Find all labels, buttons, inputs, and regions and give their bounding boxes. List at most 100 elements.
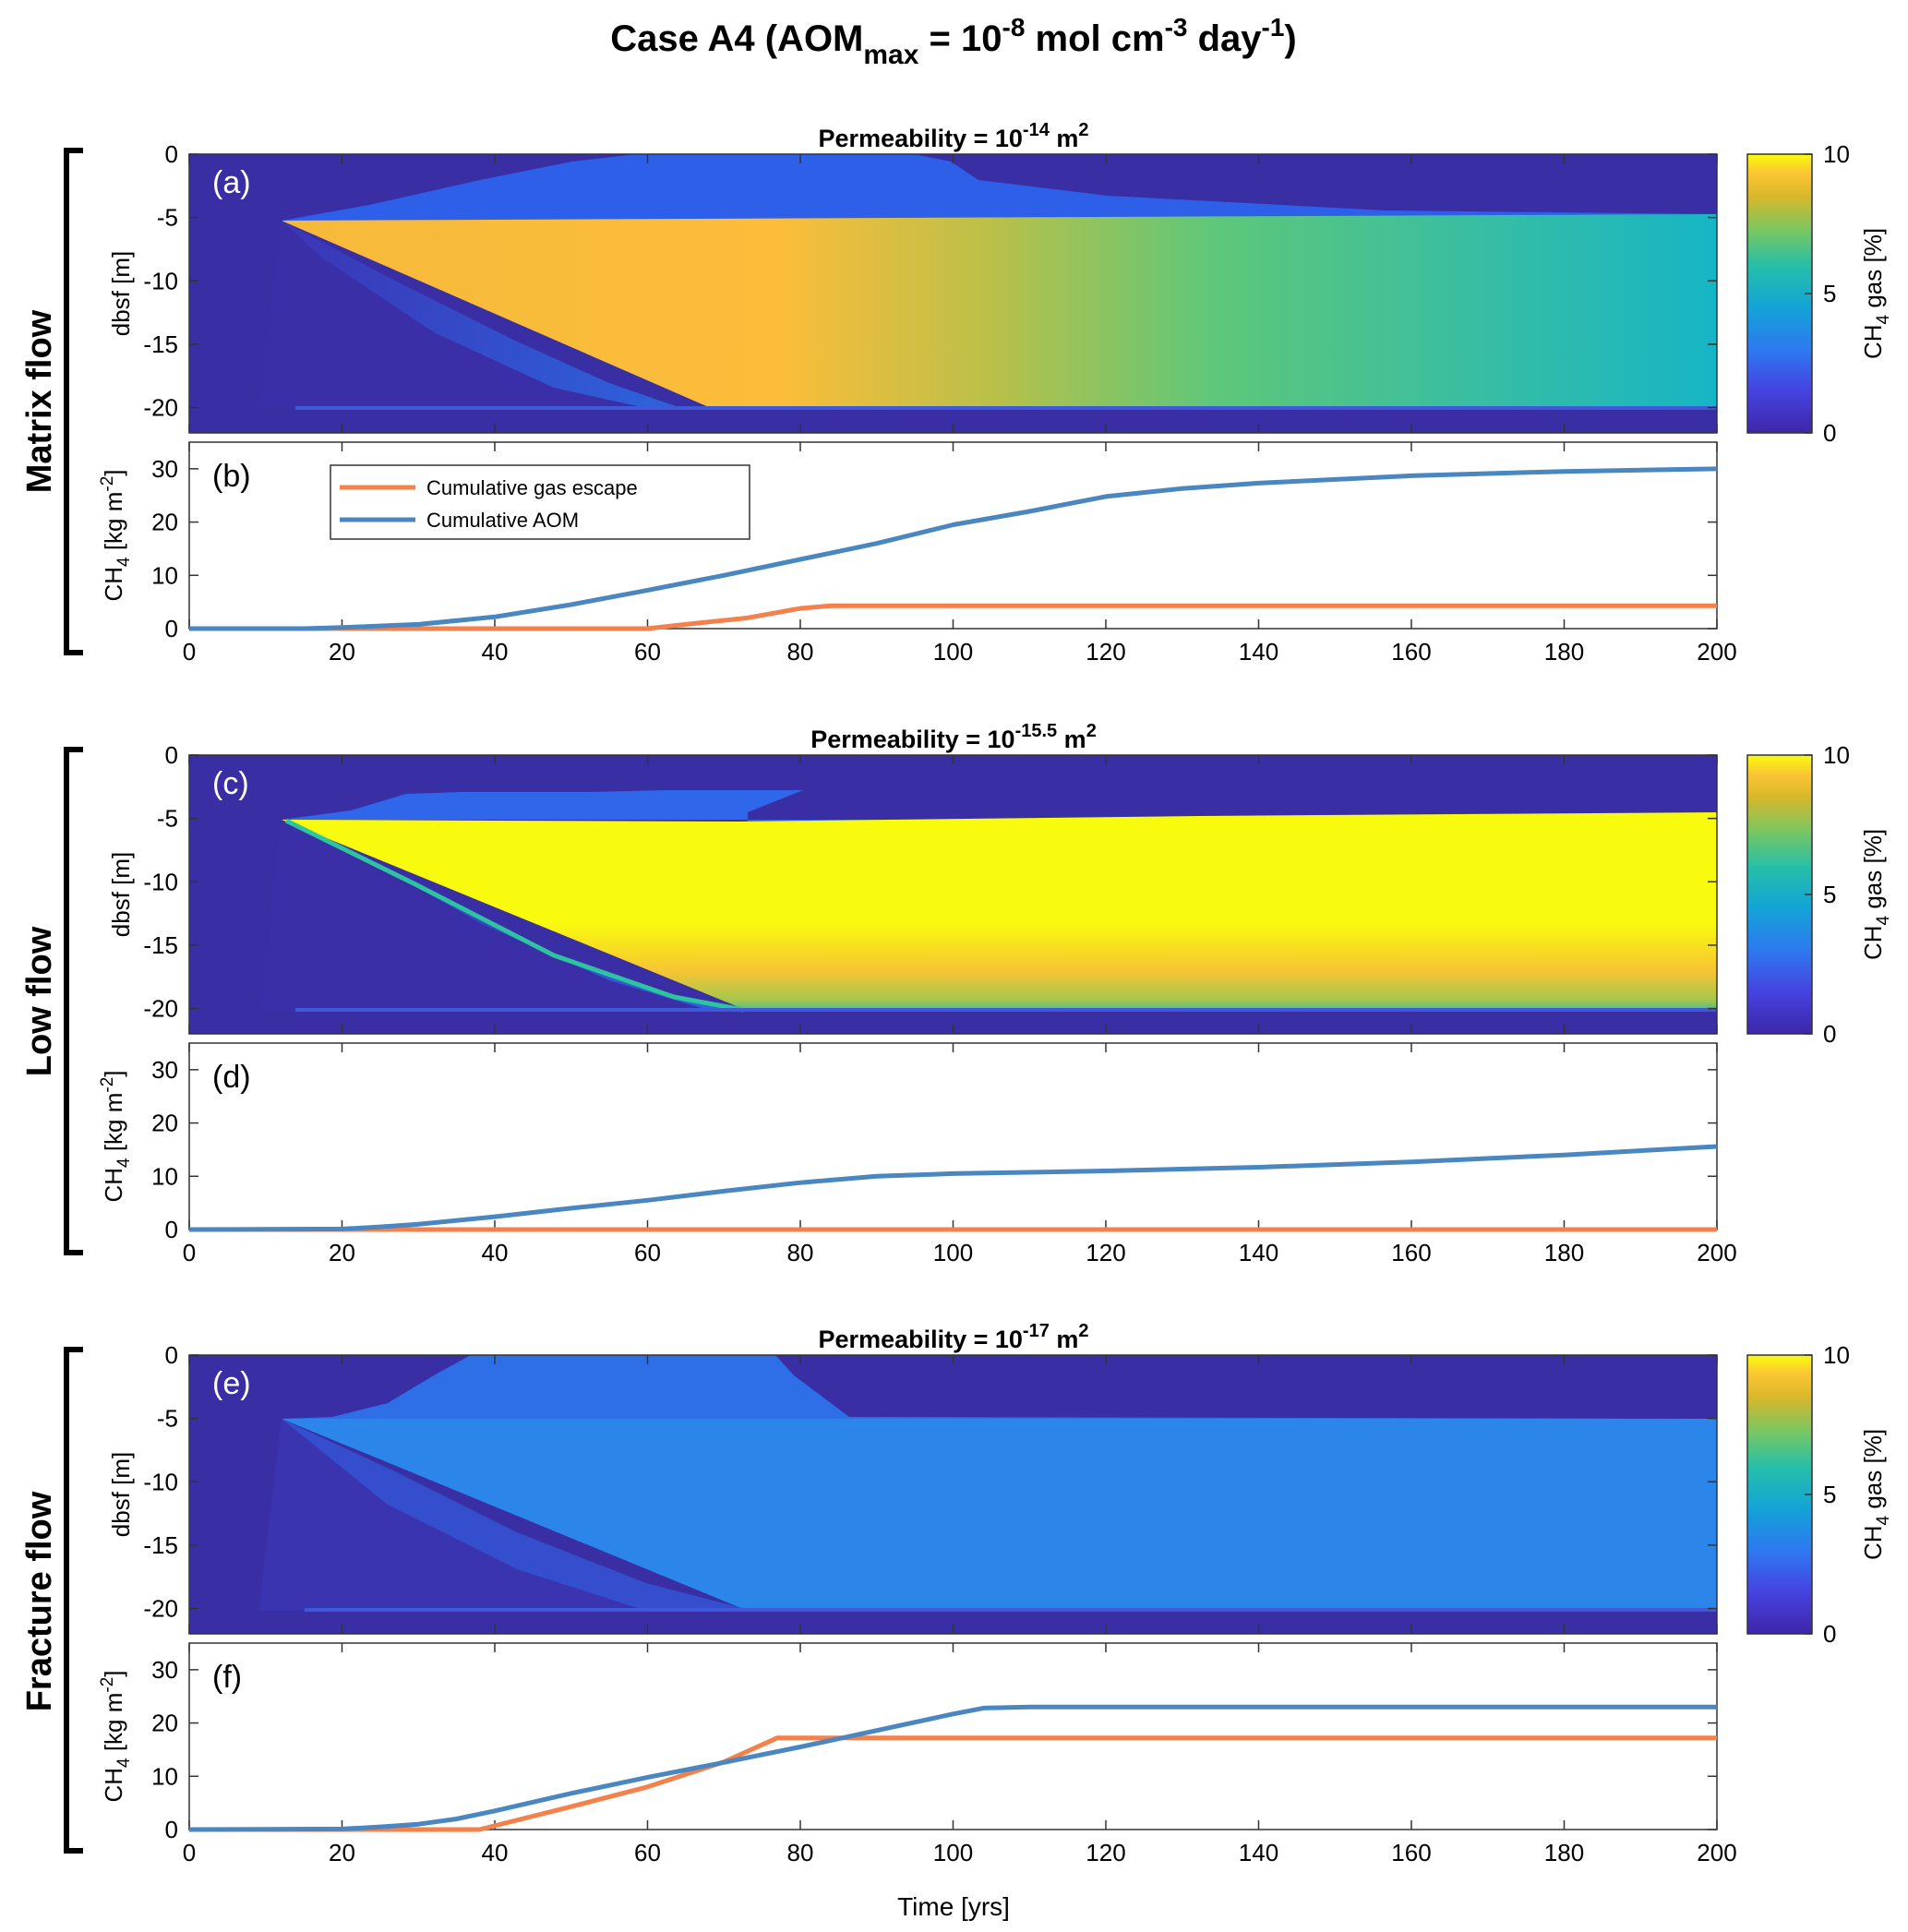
heatmap-a-ytick-label: -20 (143, 394, 178, 422)
heatmap-e-ytick-label: 0 (165, 1341, 178, 1369)
line-panel-d-ytick-label: 10 (151, 1162, 178, 1190)
heatmap-e-ytick-label: -15 (143, 1531, 178, 1559)
heatmap-c-ytick-label: -15 (143, 931, 178, 959)
line-panel-d-xtick-label: 60 (634, 1239, 661, 1266)
heatmap-c-title-unit-exp: 2 (1086, 721, 1097, 741)
line-panel-b-xtick-label: 160 (1391, 638, 1431, 666)
line-panel-b-xtick-label: 200 (1697, 638, 1736, 666)
line-panel-f-ytick-label: 10 (151, 1762, 178, 1790)
line-panel-d-xtick-label: 40 (482, 1239, 509, 1266)
heatmap-e (188, 1354, 1718, 1635)
colorbar-a-label-sub: 4 (1874, 314, 1893, 324)
line-panel-d-series-aom (188, 1144, 1718, 1232)
line-panel-f-ytick-label: 30 (151, 1656, 178, 1684)
heatmap-e-title-suffix: m (1050, 1326, 1079, 1353)
heatmap-e-title-prefix: Permeability = 10 (819, 1326, 1023, 1353)
heatmap-a-title-exp: -14 (1023, 120, 1050, 140)
heatmap-e-axes: 0 -5 -10 -15 -20 dbsf [m] (e) Permeability = 10… (107, 1321, 1893, 1648)
title-part-sup2: -3 (1165, 13, 1188, 42)
line-panel-d-ytick-label: 0 (165, 1216, 178, 1243)
heatmap-a-title-unit-exp: 2 (1078, 120, 1088, 140)
line-panel-f-ytick-label: 0 (165, 1816, 178, 1843)
line-panel-b-xtick-label: 20 (329, 638, 355, 666)
colorbar-e-label-sub: 4 (1874, 1515, 1893, 1525)
line-panel-b-xtick-label: 40 (482, 638, 509, 666)
line-panel-d-xtick-label: 100 (933, 1239, 973, 1266)
heatmap-e-base-line (305, 1608, 1717, 1612)
heatmap-e-title-unit-exp: 2 (1078, 1321, 1088, 1341)
line-panel-f-xtick-label: 200 (1697, 1839, 1736, 1866)
line-panel-b-xtick-label: 100 (933, 638, 973, 666)
svg-text:Case A4 (AOMmax = 10-8 mol cm-: Case A4 (AOMmax = 10-8 mol cm-3 day-1) (610, 13, 1297, 70)
heatmap-a-ylabel: dbsf [m] (107, 251, 135, 336)
line-panel-f-panel-label: (f) (212, 1660, 242, 1695)
line-panel-d-ytick-label: 20 (151, 1110, 178, 1137)
heatmap-c (188, 754, 1718, 1035)
colorbar-a-label-pre: CH (1859, 324, 1887, 359)
heatmap-a-axes: 0 -5 -10 -15 -20 dbsf [m] (a) Permeability = 10… (107, 120, 1893, 447)
line-panel-d-ylabel-exp: -2 (98, 1077, 117, 1093)
line-panel-b-ylabel-pre: CH (100, 567, 127, 602)
heatmap-a-ytick-label: -10 (143, 267, 178, 294)
heatmap-a-lower-wedge (258, 221, 681, 408)
heatmap-c-axes: 0 -5 -10 -15 -20 dbsf [m] (c) Permeability = 10… (107, 721, 1893, 1048)
heatmap-a-gas-zone (282, 214, 1717, 408)
line-panel-b-xtick-label: 120 (1086, 638, 1125, 666)
colorbar-c-label: CH4 gas [%] (1859, 829, 1893, 960)
title-part-sup3: -1 (1262, 13, 1285, 42)
heatmap-c-title-prefix: Permeability = 10 (810, 726, 1014, 753)
colorbar-e-tick-label: 0 (1823, 1620, 1836, 1648)
heatmap-c-gas-zone (282, 812, 1717, 1011)
heatmap-e-panel-label: (e) (212, 1366, 251, 1401)
line-panel-f-series-gas-escape (189, 1735, 1717, 1832)
heatmap-c-ytick-label: -5 (157, 805, 178, 833)
line-panel-f-xtick-label: 60 (634, 1839, 661, 1866)
line-panel-b-xtick-label: 140 (1239, 638, 1278, 666)
colorbar-a-tick-label: 10 (1823, 140, 1850, 168)
heatmap-e-ytick-label: -10 (143, 1468, 178, 1495)
line-panel-b-xtick-label: 180 (1544, 638, 1584, 666)
colorbar-e-label: CH4 gas [%] (1859, 1429, 1893, 1560)
line-panel-b-panel-label: (b) (212, 459, 251, 494)
colorbar-a (1746, 153, 1813, 434)
line-panel-b-ytick-label: 30 (151, 455, 178, 483)
colorbar-a-tick-label: 0 (1823, 419, 1836, 447)
colorbar-c-label-post: gas [%] (1859, 829, 1887, 916)
colorbar-e-tick-label: 10 (1823, 1341, 1850, 1369)
title-part-mid2: mol cm (1025, 18, 1164, 59)
line-panel-f-ylabel-exp: -2 (98, 1677, 117, 1693)
heatmap-a-ytick-label: 0 (165, 140, 178, 168)
heatmap-c-title-suffix: m (1057, 726, 1086, 753)
heatmap-e-ytick-label: -5 (157, 1405, 178, 1433)
colorbar-c-label-sub: 4 (1874, 915, 1893, 925)
line-panel-f-xtick-label: 140 (1239, 1839, 1278, 1866)
line-panel-f-ylabel-pre: CH (100, 1768, 127, 1803)
heatmap-e-gas-zone (282, 1419, 1717, 1611)
line-panel-d-xtick-label: 200 (1697, 1239, 1736, 1266)
title-part-sup1: -8 (1002, 13, 1026, 42)
line-panel-d-xtick-label: 180 (1544, 1239, 1584, 1266)
line-panel-f-ytick-label: 20 (151, 1710, 178, 1737)
colorbar-c-tick-label: 10 (1823, 741, 1850, 769)
heatmap-a-panel-label: (a) (212, 165, 251, 200)
heatmap-c-panel-label: (c) (212, 766, 249, 801)
line-panel-f-ylabel-sub: 4 (114, 1758, 134, 1768)
line-panel-f-ylabel: CH4 [kg m-2] (98, 1670, 134, 1802)
line-panel-b-ytick-label: 10 (151, 561, 178, 589)
colorbar-a-gradient (1746, 153, 1813, 434)
heatmap-a-title-prefix: Permeability = 10 (819, 125, 1023, 152)
line-panel-d-xtick-label: 140 (1239, 1239, 1278, 1266)
colorbar-e-label-pre: CH (1859, 1525, 1887, 1560)
legend-label-aom: Cumulative AOM (426, 509, 579, 532)
line-panel-b-ylabel-post: ] (100, 469, 127, 475)
line-panel-d-xtick-label: 20 (329, 1239, 355, 1266)
line-panel-d-xtick-label: 0 (183, 1239, 196, 1266)
colorbar-c-tick-label: 0 (1823, 1020, 1836, 1048)
line-panel-b-xtick-label: 60 (634, 638, 661, 666)
line-panel-d-ytick-label: 30 (151, 1056, 178, 1084)
heatmap-a (188, 153, 1718, 434)
line-panel-f-xtick-label: 0 (183, 1839, 196, 1866)
x-axis-label: Time [yrs] (897, 1892, 1010, 1921)
